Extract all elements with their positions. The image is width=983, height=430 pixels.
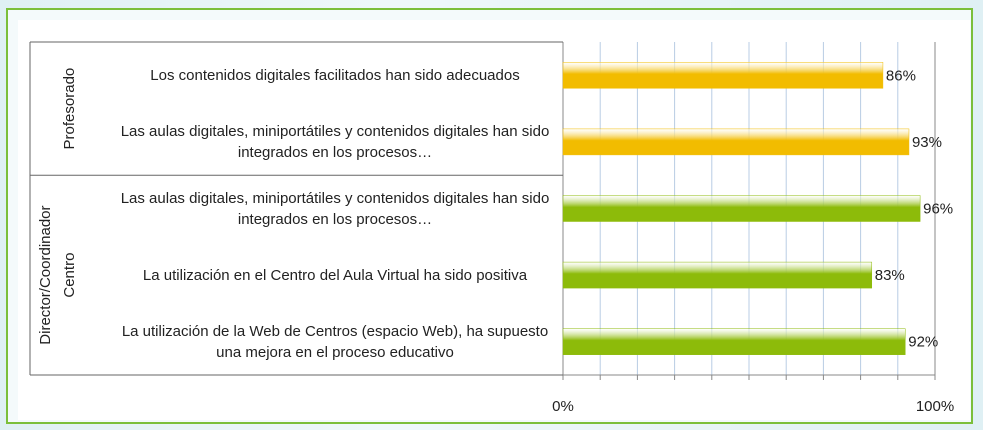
category-label: Las aulas digitales, miniportátiles y co… <box>120 189 550 228</box>
category-label: Los contenidos digitales facilitados han… <box>150 66 520 84</box>
group-label: Centro <box>61 253 78 298</box>
bar <box>562 195 921 222</box>
category-label: La utilización de la Web de Centros (esp… <box>121 322 549 361</box>
value-label: 83% <box>875 267 905 284</box>
value-label: 86% <box>886 67 916 84</box>
bar <box>562 128 910 156</box>
bar <box>562 62 884 89</box>
group-label: Director/Coordinador <box>37 205 54 344</box>
x-tick-label: 100% <box>916 398 954 415</box>
value-label: 92% <box>908 334 938 351</box>
category-label: La utilización en el Centro del Aula Vir… <box>142 266 528 284</box>
category-label: Las aulas digitales, miniportátiles y co… <box>120 122 550 161</box>
group-label: Profesorado <box>61 68 78 150</box>
bar <box>562 328 906 355</box>
value-label: 96% <box>923 200 953 217</box>
bar <box>562 261 873 289</box>
value-label: 93% <box>912 134 942 151</box>
x-tick-label: 0% <box>552 398 574 415</box>
